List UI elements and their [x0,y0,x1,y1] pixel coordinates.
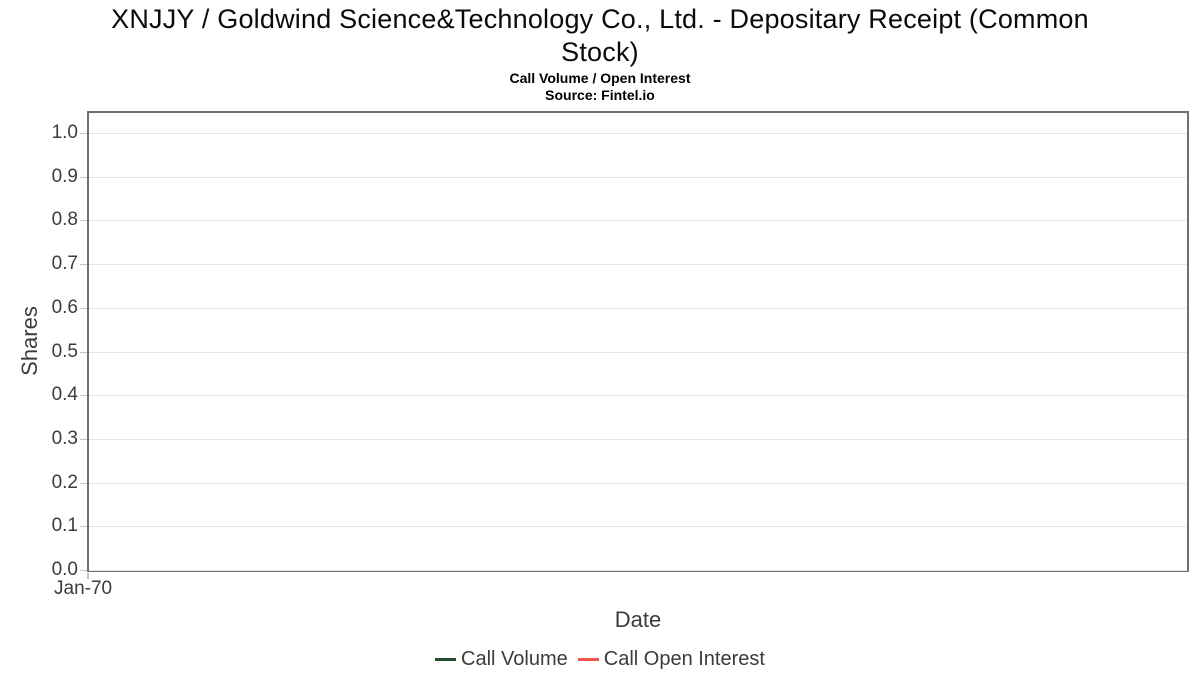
y-tick-label: 0.7 [51,253,78,274]
y-tick-label: 0.1 [51,515,78,536]
y-tick-mark [80,220,87,221]
plot-area [87,111,1189,572]
x-tick-mark [87,573,89,579]
chart-title-line-1: XNJJY / Goldwind Science&Technology Co.,… [111,4,1089,34]
y-tick-mark [80,133,87,134]
y-tick-mark [80,395,87,396]
y-tick-label: 0.4 [51,384,78,405]
y-tick-mark [80,439,87,440]
legend-item-call-volume[interactable]: Call Volume [435,648,568,671]
y-tick-mark [80,352,87,353]
y-tick-label: 0.5 [51,341,78,362]
y-tick-label: 1.0 [51,122,78,143]
gridline [89,483,1187,484]
chart-title-line-2: Stock) [561,37,639,67]
chart-subtitle: Call Volume / Open Interest [509,70,691,86]
y-tick-mark [80,526,87,527]
y-tick-label: 0.0 [51,559,78,580]
call-open-interest-line-swatch-icon [577,657,599,661]
legend-item-call-open-interest[interactable]: Call Open Interest [577,647,765,671]
y-tick-mark [80,308,87,309]
x-axis-title: Date [614,607,662,632]
y-tick-label: 0.6 [51,297,78,318]
y-tick-label: 0.2 [51,472,78,493]
y-tick-mark [80,264,87,265]
gridline [89,395,1187,396]
y-axis-title: Shares [17,306,42,376]
call-volume-line-swatch-icon [435,657,457,661]
gridline [89,133,1187,134]
legend-label: Call Volume [461,647,568,670]
y-tick-label: 0.3 [51,428,78,449]
y-tick-mark [80,483,87,484]
y-tick-label: 0.8 [51,209,78,230]
chart-legend: Call Volume Call Open Interest [0,646,1200,672]
gridline [89,526,1187,527]
y-tick-mark [80,177,87,178]
gridline [89,264,1187,265]
chart-source: Source: Fintel.io [545,87,655,103]
gridline [89,177,1187,178]
y-tick-mark [80,570,87,571]
gridline [89,308,1187,309]
gridline [89,352,1187,353]
gridline [89,220,1187,221]
gridline [89,439,1187,440]
legend-label: Call Open Interest [603,647,765,670]
y-tick-label: 0.9 [51,166,78,187]
x-tick-label: Jan-70 [54,578,113,599]
gridline [89,570,1187,571]
chart-header: XNJJY / Goldwind Science&Technology Co.,… [0,3,1200,104]
